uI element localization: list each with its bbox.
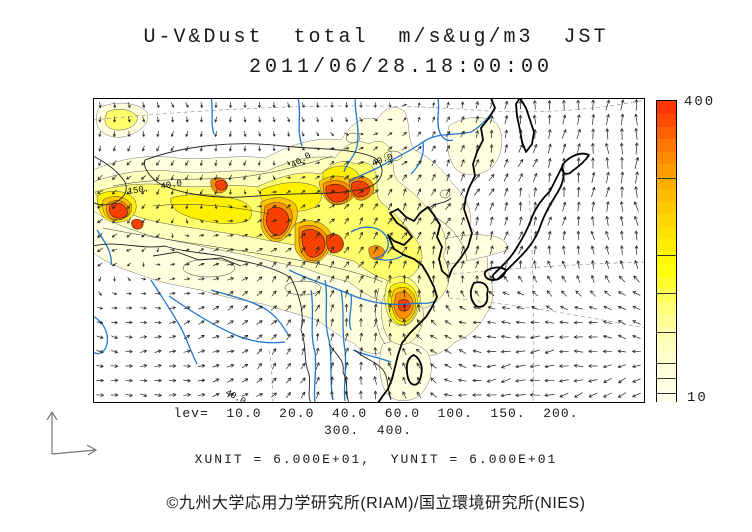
colorbar-tick [657, 331, 676, 333]
wind-arrows-path [96, 99, 641, 400]
colorbar-cell [657, 276, 676, 289]
y-axis-arrowhead [46, 410, 58, 421]
colorbar-cell [657, 201, 676, 214]
colorbar-tick [657, 393, 676, 395]
plot-timestamp: 2011/06/28.18:00:00 [248, 56, 554, 79]
colorbar-cell [657, 188, 676, 202]
rivers [93, 98, 492, 403]
colorbar-cell [657, 251, 676, 264]
unit-scale-text: XUNIT = 6.000E+01, YUNIT = 6.000E+01 [194, 452, 558, 467]
contour-value-label: 40.0 [160, 178, 183, 192]
map-frame [93, 98, 645, 403]
coast-hokkaido [561, 152, 590, 175]
colorbar-max-label: 400 [684, 94, 716, 110]
colorbar-cell [657, 226, 676, 239]
colorbar-cell [657, 176, 676, 189]
dust-map-panel: 150. 40.040.0 40.040.0 [93, 98, 645, 403]
plot-title: U-V&Dust total m/s&ug/m3 JST [143, 26, 609, 49]
colorbar-cell [657, 126, 676, 139]
colorbar-tick [657, 377, 676, 379]
colorbar-cell [657, 288, 676, 302]
contour-levels-line2: 300. 400. [323, 423, 412, 438]
colorbar-cell [657, 101, 676, 114]
colorbar-cell [657, 388, 676, 402]
colorbar-cell [657, 313, 676, 327]
coast-honshu [491, 166, 565, 281]
colorbar-cell [657, 338, 676, 352]
colorbar-cell [657, 213, 676, 227]
colorbar-cell [657, 263, 676, 277]
contour-value-label: 150. [127, 184, 150, 197]
colorbar-cell [657, 363, 676, 377]
dust-shading [93, 102, 508, 401]
colorbar-cell [657, 301, 676, 314]
wind-vectors [96, 99, 641, 400]
colorbar-min-label: 10 [687, 390, 708, 406]
colorbar-tick [657, 254, 676, 256]
coast-taiwan [405, 354, 423, 386]
coastlines [377, 98, 590, 403]
colorbar-tick [657, 362, 676, 364]
colorbar-cell [657, 138, 676, 152]
coast-mainland-korea [377, 98, 496, 403]
country-borders [93, 143, 452, 403]
x-axis-arrow [51, 449, 97, 455]
contour-lines [102, 132, 468, 345]
colorbar-cell [657, 238, 676, 252]
colorbar-cell [657, 163, 676, 177]
colorbar-cell [657, 376, 676, 389]
colorbar [656, 100, 677, 402]
colorbar-cell [657, 113, 676, 127]
x-axis-arrowhead [86, 444, 98, 456]
coast-kyushu [469, 281, 489, 308]
axes-indicator [46, 410, 98, 456]
colorbar-cell [657, 151, 676, 164]
coast-sakhalin [515, 98, 535, 153]
colorbar-tick [657, 293, 676, 295]
colorbar-tick [657, 177, 676, 179]
contour-levels-line1: lev= 10.0 20.0 40.0 60.0 100. 150. 200. [173, 406, 579, 421]
colorbar-cell [657, 351, 676, 364]
credit-footer: ©九州大学応用力学研究所(RIAM)/国立環境研究所(NIES) [166, 495, 586, 512]
